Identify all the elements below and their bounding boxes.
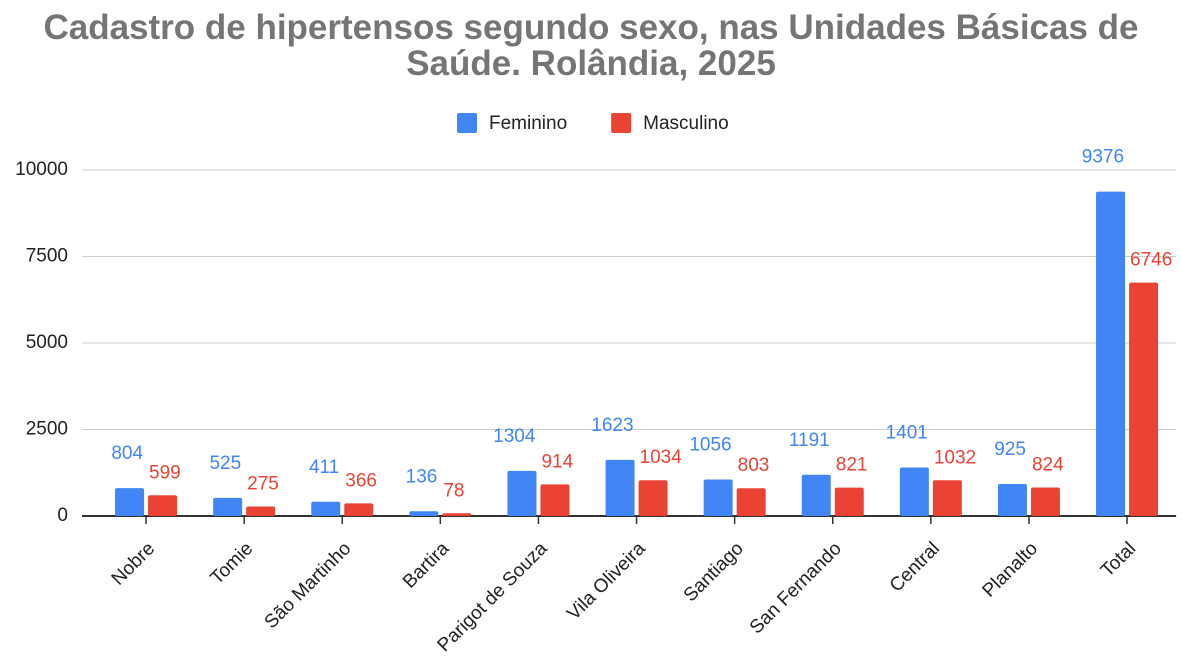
bar: [442, 513, 472, 516]
bar: [409, 511, 439, 516]
y-tick-label: 5000: [26, 332, 68, 353]
value-label: 1032: [934, 447, 976, 468]
value-label: 366: [345, 470, 377, 491]
y-tick-label: 10000: [15, 159, 68, 180]
x-tick-label: Vila Oliveira: [563, 538, 650, 625]
bar: [899, 467, 929, 516]
legend-label: Feminino: [489, 113, 567, 134]
x-tick-label: Total: [1097, 538, 1140, 581]
value-label: 599: [149, 462, 181, 483]
value-label: 925: [994, 439, 1026, 460]
bar: [540, 484, 570, 516]
x-tick-label: Central: [886, 538, 944, 596]
bar: [246, 506, 276, 516]
bar: [344, 503, 374, 516]
x-tick-label: Planalto: [979, 538, 1042, 601]
bar: [638, 480, 668, 516]
x-tick-label: Santiago: [680, 538, 748, 606]
bar: [997, 483, 1027, 516]
y-tick-label: 2500: [26, 419, 68, 440]
value-label: 6746: [1130, 250, 1172, 271]
bar: [1129, 282, 1159, 516]
legend-swatch: [611, 113, 632, 133]
legend-label: Masculino: [643, 113, 729, 134]
x-tick-label: São Martinho: [261, 538, 356, 633]
value-label: 824: [1032, 455, 1064, 476]
value-label: 525: [209, 453, 241, 474]
bar: [115, 488, 145, 516]
bar: [1030, 487, 1060, 516]
bar: [148, 495, 178, 516]
bar: [213, 497, 243, 516]
y-tick-label: 0: [57, 505, 68, 526]
value-label: 914: [541, 451, 573, 472]
bar: [605, 459, 635, 516]
value-label: 78: [443, 480, 464, 501]
bar: [834, 487, 864, 516]
value-label: 1623: [591, 415, 633, 436]
y-tick-label: 7500: [26, 246, 68, 267]
value-label: 1034: [640, 447, 683, 468]
value-label: 804: [111, 443, 143, 464]
value-label: 411: [309, 457, 339, 478]
bar: [801, 474, 831, 516]
bar: [932, 480, 962, 516]
bar: [736, 488, 766, 516]
value-label: 1304: [493, 426, 536, 447]
value-label: 136: [406, 466, 438, 487]
bar: [507, 470, 537, 516]
x-tick-label: San Fernando: [746, 538, 846, 638]
value-label: 821: [836, 455, 868, 476]
value-label: 803: [738, 455, 770, 476]
legend-swatch: [457, 113, 477, 133]
x-tick-label: Tomie: [207, 538, 258, 589]
value-label: 1056: [689, 434, 731, 455]
value-label: 1401: [886, 423, 928, 444]
x-tick-label: Parigot de Souza: [434, 538, 552, 656]
bar: [311, 501, 341, 516]
value-label: 275: [247, 474, 279, 495]
bar: [1096, 191, 1126, 516]
x-tick-label: Nobre: [108, 538, 159, 589]
bar: [703, 479, 733, 516]
value-label: 1191: [789, 430, 830, 451]
chart-title: Cadastro de hipertensos segundo sexo, na…: [43, 8, 1139, 83]
value-label: 9376: [1082, 147, 1124, 168]
x-tick-label: Bartira: [399, 538, 454, 593]
